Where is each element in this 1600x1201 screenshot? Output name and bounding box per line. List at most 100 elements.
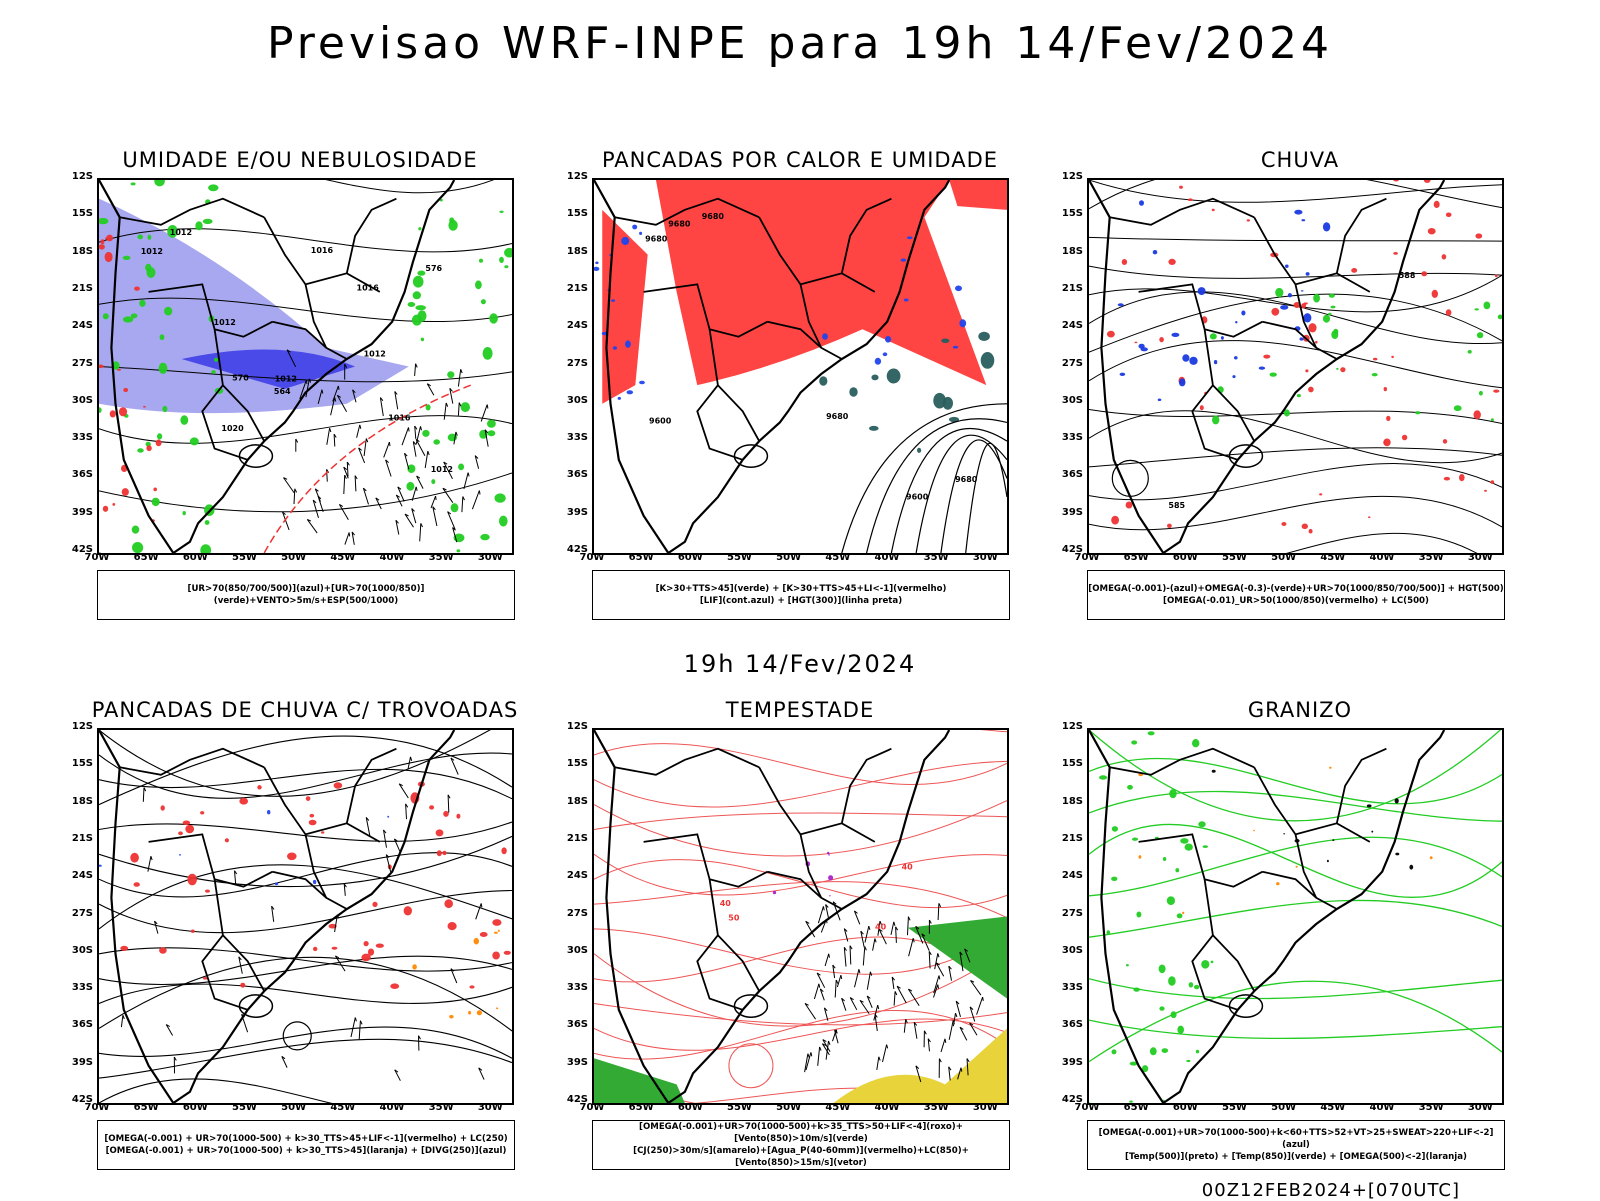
instability-cell xyxy=(917,448,921,453)
thunderstorm-cell xyxy=(404,906,412,915)
instability-cell xyxy=(871,375,878,381)
thunderstorm-cell xyxy=(134,882,140,887)
omega-cell xyxy=(1182,354,1189,362)
temp850-contour-fragment xyxy=(1196,1050,1199,1054)
divergence-cell xyxy=(387,816,389,818)
contour-label: 9600 xyxy=(649,417,672,426)
contour-label: 9600 xyxy=(906,492,929,501)
lon-tick-label: 30W xyxy=(970,1102,1000,1113)
rain-cell xyxy=(1179,186,1183,189)
streamline-arrow xyxy=(448,795,449,813)
thunderstorm-cell xyxy=(372,902,377,907)
wind-vector-head xyxy=(829,954,830,958)
humidity-low-level-cell xyxy=(418,227,421,230)
lc850-contour xyxy=(594,854,1007,895)
rain-cell xyxy=(1442,254,1447,259)
temp500-contour-fragment xyxy=(1409,865,1413,870)
humidity-low-level-cell xyxy=(139,300,145,307)
main-title: Previsao WRF-INPE para 19h 14/Fev/2024 xyxy=(0,18,1600,69)
humidity-low-level-cell xyxy=(431,479,435,484)
rain-cell xyxy=(1443,439,1447,444)
lat-tick-label: 18S xyxy=(67,796,93,807)
omega-cell xyxy=(1153,250,1158,254)
rain-cell xyxy=(1168,259,1175,265)
humidity-low-level-cell xyxy=(499,211,503,213)
lat-tick-label: 39S xyxy=(1057,507,1083,518)
temp850-contour-fragment xyxy=(1186,1060,1190,1062)
wind-vector-head xyxy=(819,984,820,988)
wind-vector-head xyxy=(938,985,939,989)
rain-cell xyxy=(1134,342,1137,344)
thunderstorm-cell xyxy=(456,814,460,819)
temp850-contour-fragment xyxy=(1132,838,1138,841)
coastline xyxy=(1089,180,1444,553)
thickness-cell xyxy=(117,369,121,371)
thunderstorm-cell xyxy=(436,829,444,836)
omega-strong-cell xyxy=(1329,294,1335,298)
wind-vector xyxy=(863,947,865,966)
streamline-arrow xyxy=(351,1018,355,1038)
hgt500-contour xyxy=(1089,411,1502,463)
lifted-index-contour xyxy=(883,352,888,356)
legend-line: [CJ(250)>30m/s](amarelo)+[Agua_P(40-60mm… xyxy=(593,1145,1009,1169)
legend-line: [OMEGA(-0.001)+UR>70(1000-500)+k<60+TTS>… xyxy=(1088,1127,1504,1151)
wind-vector-head xyxy=(875,939,876,943)
lifted-index-contour xyxy=(632,225,637,230)
country-border xyxy=(347,199,397,274)
instability-cell xyxy=(941,339,949,344)
panel-legend: [OMEGA(-0.001)+UR>70(1000-500)+k<60+TTS>… xyxy=(1087,1120,1505,1170)
legend-line: [OMEGA(-0.001) + UR>70(1000-500) + k>30_… xyxy=(98,1133,514,1145)
lagoon-outline xyxy=(734,995,767,1017)
lat-tick-label: 39S xyxy=(67,507,93,518)
forecast-map xyxy=(97,728,514,1105)
lat-tick-label: 18S xyxy=(1057,796,1083,807)
hgt300-contour xyxy=(891,428,1007,553)
temp500-contour-fragment xyxy=(1395,798,1399,803)
thunderstorm-cell xyxy=(185,825,194,834)
humidity-low-level-cell xyxy=(145,264,151,272)
lat-tick-label: 24S xyxy=(562,870,588,881)
rain-cell xyxy=(1421,271,1427,276)
temp850-contour-fragment xyxy=(1189,982,1194,987)
thunderstorm-cell xyxy=(492,952,500,960)
omega-strong-cell xyxy=(1331,306,1336,309)
wind-vector xyxy=(891,922,894,935)
omega-strong-cell xyxy=(1415,411,1420,414)
hgt500-contour xyxy=(1089,266,1502,278)
lifted-index-contour xyxy=(822,333,828,340)
streamline xyxy=(99,957,512,1031)
hgt500-contour xyxy=(1089,237,1502,241)
divergence-cell xyxy=(179,854,181,856)
rain-cell xyxy=(1384,387,1387,391)
humidity-low-level-cell xyxy=(132,526,140,534)
lc850-contour xyxy=(594,730,1007,732)
omega-strong-cell xyxy=(1313,294,1320,303)
omega-cell xyxy=(1323,222,1330,231)
contour-label: 564 xyxy=(274,387,291,396)
temp850-contour-fragment xyxy=(1185,844,1193,851)
streamline-arrow-head xyxy=(355,1018,356,1022)
omega-cell xyxy=(1288,293,1292,297)
lon-tick-label: 45W xyxy=(823,552,853,563)
humidity-low-level-cell xyxy=(99,407,102,413)
rain-cell xyxy=(1391,356,1394,358)
humidity-low-level-cell xyxy=(208,184,218,191)
omega-strong-cell xyxy=(1454,405,1462,411)
lat-tick-label: 21S xyxy=(1057,283,1083,294)
omega-strong-cell xyxy=(1475,308,1479,310)
humidity-low-level-cell xyxy=(447,371,454,378)
humidity-low-level-cell xyxy=(461,402,470,412)
lon-tick-label: 45W xyxy=(1318,552,1348,563)
temp500-contour-fragment xyxy=(1367,804,1372,807)
thickness-cell xyxy=(112,503,115,506)
coastline xyxy=(594,730,949,1103)
rain-cell xyxy=(1424,180,1431,183)
wind-850-region xyxy=(594,1058,685,1103)
wind-vector-head xyxy=(879,1057,880,1061)
thunderstorm-cell xyxy=(442,851,446,855)
low-center-contour xyxy=(1112,460,1148,496)
humidity-low-level-cell xyxy=(458,464,464,471)
wind-vector xyxy=(929,951,930,968)
omega-cell xyxy=(1234,356,1238,359)
